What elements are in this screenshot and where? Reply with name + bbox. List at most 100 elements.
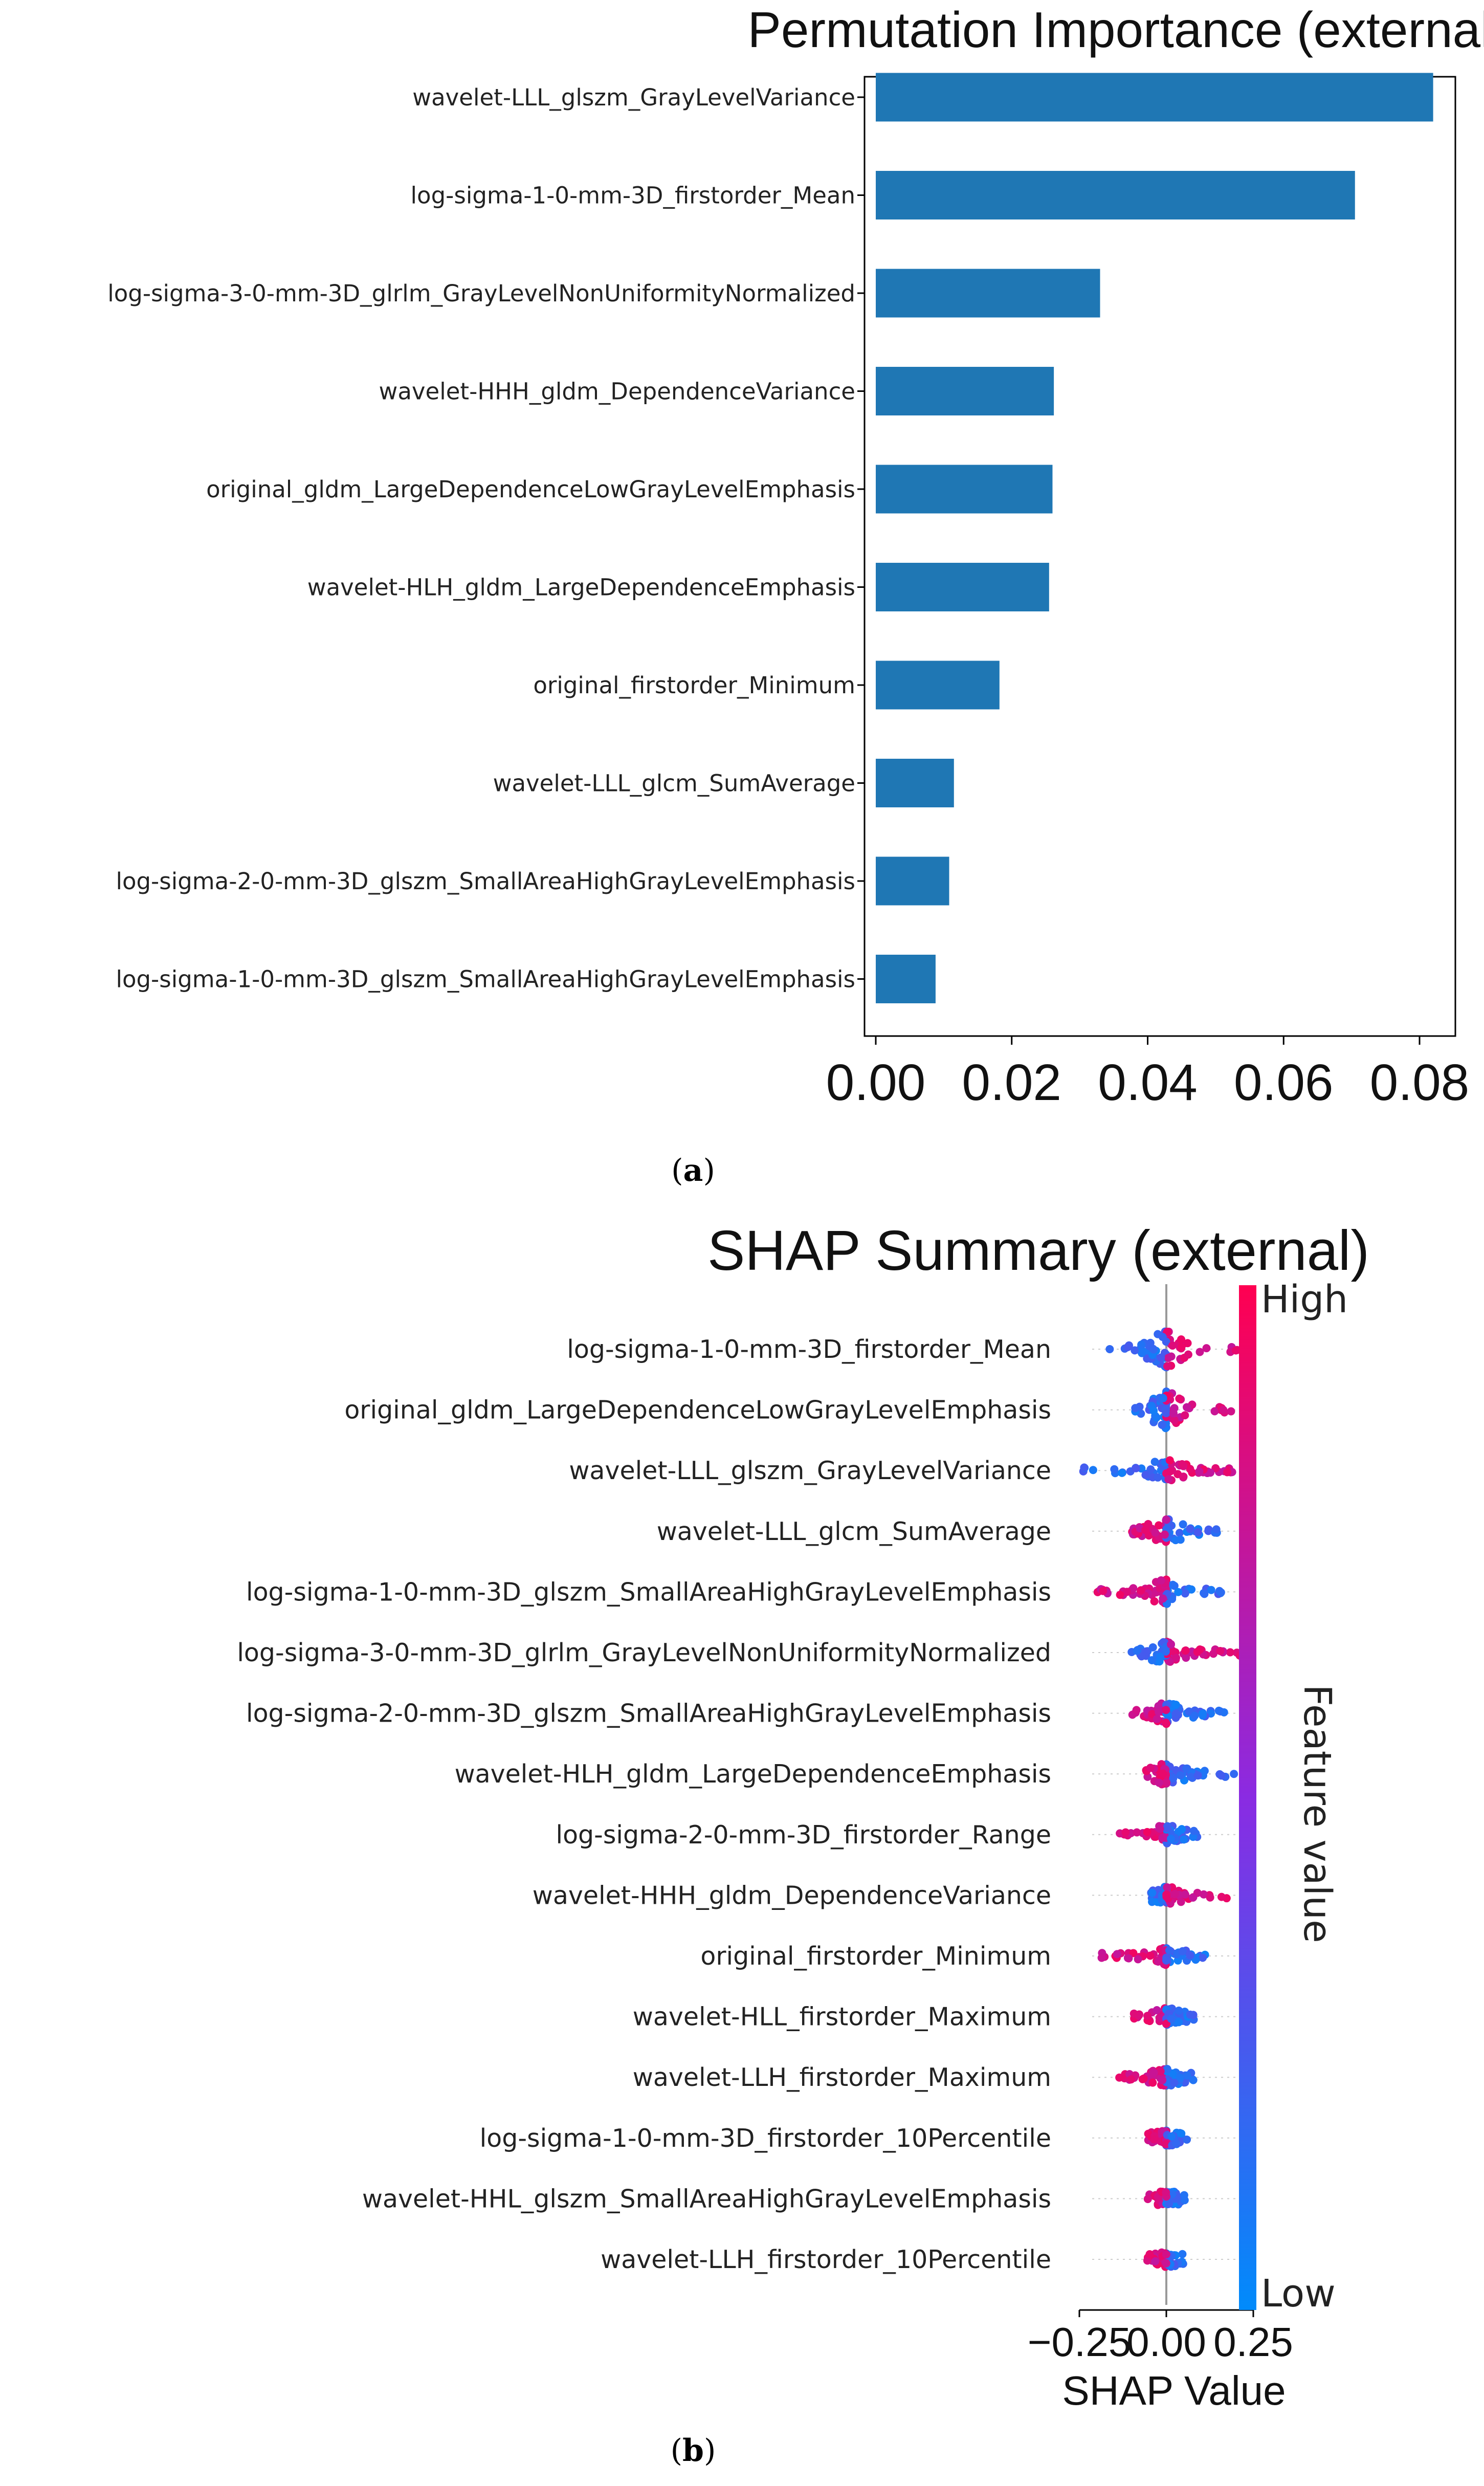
panel-b-letter: b (682, 2433, 704, 2469)
shap-point (1132, 1706, 1141, 1714)
permutation-x-axis: 0.00 0.02 0.04 0.06 0.08 (826, 1036, 1470, 1111)
shap-feature-label: wavelet-HHL_glszm_SmallAreaHighGrayLevel… (362, 2184, 1051, 2213)
x-tick-label: 0.04 (1098, 1054, 1198, 1111)
shap-point (1148, 2078, 1157, 2087)
permutation-category-label: original_gldm_LargeDependenceLowGrayLeve… (206, 476, 855, 503)
shap-point (1145, 2250, 1154, 2259)
shap-point (1149, 1345, 1158, 1354)
shap-point (1195, 1467, 1204, 1476)
shap-point (1138, 1349, 1146, 1357)
shap-point (1162, 1890, 1171, 1899)
shap-feature-label: wavelet-HLL_firstorder_Maximum (633, 2003, 1051, 2032)
shap-point (1177, 1335, 1186, 1344)
shap-point (1171, 1709, 1180, 1718)
shap-point (1171, 2139, 1180, 2148)
shap-point (1163, 1362, 1171, 1371)
shap-point (1174, 1588, 1183, 1596)
shap-point (1181, 1411, 1189, 1420)
permutation-bar (876, 856, 949, 906)
shap-feature-label: original_gldm_LargeDependenceLowGrayLeve… (344, 1396, 1051, 1425)
shap-point (1167, 2132, 1176, 2141)
shap-point (1185, 1707, 1193, 1716)
shap-point (1176, 1771, 1185, 1780)
permutation-category-label: wavelet-HHH_gldm_DependenceVariance (379, 378, 855, 405)
shap-point (1133, 1828, 1141, 1837)
permutation-category-label: log-sigma-3-0-mm-3D_glrlm_GrayLevelNonUn… (107, 280, 855, 307)
shap-point (1217, 1893, 1226, 1901)
shap-feature-label: log-sigma-1-0-mm-3D_glszm_SmallAreaHighG… (246, 1577, 1051, 1607)
shap-point (1144, 1520, 1153, 1528)
shap-point (1182, 1654, 1190, 1662)
shap-point (1216, 1588, 1225, 1597)
shap-point (1105, 1345, 1114, 1353)
shap-point (1123, 1588, 1132, 1596)
shap-point (1195, 1645, 1204, 1654)
shap-point (1181, 1890, 1189, 1899)
shap-feature-label: log-sigma-1-0-mm-3D_firstorder_Mean (567, 1335, 1051, 1364)
shap-point (1146, 1465, 1155, 1474)
shap-point (1097, 1953, 1106, 1962)
shap-point (1166, 1835, 1175, 1843)
shap-point (1200, 1590, 1209, 1598)
permutation-chart-title: Permutation Importance (external) (748, 2, 1484, 58)
shap-point (1187, 1585, 1196, 1594)
shap-point (1142, 1647, 1150, 1656)
shap-point (1099, 1587, 1108, 1595)
shap-point (1214, 1706, 1223, 1715)
shap-point (1216, 1646, 1225, 1655)
shap-point (1146, 1764, 1155, 1772)
permutation-bars (876, 73, 1433, 1003)
shap-feature-label: wavelet-LLH_firstorder_Maximum (633, 2063, 1051, 2092)
shap-point (1183, 2135, 1191, 2144)
shap-beeswarm-points (1079, 1327, 1253, 2271)
shap-point (1158, 2076, 1167, 2084)
shap-point (1159, 1769, 1167, 1778)
shap-point (1171, 1700, 1180, 1709)
shap-point (1162, 1824, 1171, 1833)
x-tick-label: 0.02 (962, 1054, 1061, 1111)
shap-point (1162, 1706, 1170, 1714)
shap-point (1199, 1953, 1207, 1962)
shap-point (1193, 1528, 1202, 1536)
panel-a-letter: a (683, 1153, 703, 1189)
shap-point (1168, 2069, 1177, 2078)
colorbar-high-label: High (1261, 1278, 1348, 1322)
permutation-plot-frame (863, 76, 1456, 1037)
shap-point (1153, 2006, 1161, 2014)
shap-point (1186, 2010, 1194, 2019)
shap-point (1148, 1888, 1157, 1897)
shap-point (1160, 1530, 1169, 1539)
shap-point (1166, 1640, 1175, 1649)
shap-point (1168, 1341, 1177, 1350)
shap-point (1162, 1956, 1171, 1965)
x-tick-label: 0.08 (1370, 1054, 1470, 1111)
shap-point (1143, 2256, 1151, 2265)
shap-point (1127, 2075, 1136, 2084)
shap-point (1175, 1394, 1184, 1403)
shap-point (1153, 1714, 1161, 1723)
shap-point (1123, 1343, 1132, 1351)
shap-point (1113, 1950, 1121, 1959)
shap-point (1207, 1586, 1215, 1594)
shap-x-axis-title: SHAP Value (1062, 2368, 1286, 2413)
shap-point (1150, 1597, 1159, 1605)
shap-point (1182, 1764, 1191, 1773)
shap-point (1167, 1352, 1176, 1361)
shap-feature-label: wavelet-HHH_gldm_DependenceVariance (533, 1881, 1051, 1910)
shap-point (1162, 1778, 1170, 1787)
shap-point (1151, 2257, 1160, 2265)
shap-point (1137, 1586, 1145, 1595)
shap-point (1184, 1350, 1192, 1359)
permutation-category-labels: wavelet-LLL_glszm_GrayLevelVariance log-s… (107, 84, 865, 993)
permutation-bar (876, 759, 954, 807)
shap-point (1132, 1464, 1140, 1472)
shap-point (1180, 1835, 1188, 1844)
shap-point (1200, 1890, 1208, 1899)
shap-colorbar (1239, 1285, 1256, 2310)
shap-feature-label: log-sigma-2-0-mm-3D_glszm_SmallAreaHighG… (246, 1699, 1051, 1728)
shap-point (1162, 2019, 1170, 2028)
shap-point (1152, 1413, 1161, 1422)
shap-point (1131, 1404, 1140, 1413)
shap-point (1131, 1346, 1139, 1355)
shap-point (1167, 2014, 1176, 2023)
